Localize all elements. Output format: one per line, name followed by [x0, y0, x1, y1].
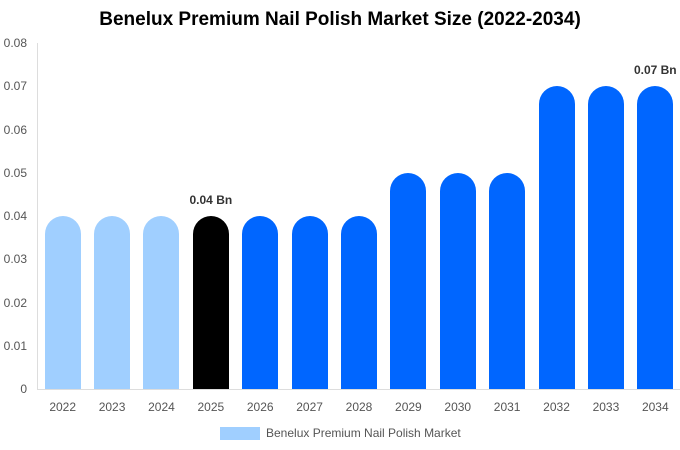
- x-tick-label: 2031: [493, 400, 521, 414]
- x-tick-label: 2027: [296, 400, 323, 414]
- bar-2031[interactable]: [489, 172, 526, 389]
- x-tick-label: 2022: [49, 400, 77, 414]
- x-tick-label: 2024: [148, 400, 175, 414]
- bar-2032[interactable]: [538, 86, 575, 389]
- legend-label: Benelux Premium Nail Polish Market: [266, 426, 461, 440]
- x-tick-label: 2033: [592, 400, 620, 414]
- y-tick-label: 0.06: [3, 122, 27, 137]
- x-tick-label: 2034: [641, 400, 669, 414]
- data-label-2034: 0.07 Bn: [633, 63, 677, 78]
- bar-2024[interactable]: [143, 216, 180, 389]
- x-tick-label: 2029: [395, 400, 422, 414]
- bar-2027[interactable]: [291, 216, 328, 389]
- y-tick-label: 0.03: [3, 252, 27, 267]
- legend-swatch: [220, 426, 260, 440]
- x-axis-line: [37, 389, 680, 390]
- bar-2022[interactable]: [44, 216, 81, 389]
- data-label-2025: 0.04 Bn: [189, 193, 233, 207]
- bar-2033[interactable]: [587, 86, 624, 389]
- y-tick-label: 0.07: [3, 79, 27, 94]
- y-tick-label: 0.01: [3, 338, 27, 353]
- bar-2034[interactable]: [637, 86, 674, 389]
- bar-2030[interactable]: [439, 172, 476, 389]
- bar-2029[interactable]: [390, 172, 427, 389]
- x-tick-label: 2026: [246, 400, 274, 414]
- y-tick-label: 0.02: [3, 295, 27, 310]
- bar-2023[interactable]: [94, 216, 131, 389]
- x-tick-label: 2028: [345, 400, 373, 414]
- bar-2028[interactable]: [341, 216, 377, 389]
- y-tick-label: 0.08: [3, 36, 27, 50]
- x-tick-label: 2032: [543, 400, 570, 414]
- chart-title: Benelux Premium Nail Polish Market Size …: [99, 9, 581, 30]
- y-tick-label: 0.04: [3, 209, 27, 223]
- bar-2025[interactable]: [192, 216, 229, 389]
- y-axis-line: [37, 43, 38, 389]
- x-tick-label: 2025: [197, 400, 225, 414]
- x-tick-label: 2030: [444, 400, 472, 414]
- bar-2026[interactable]: [242, 216, 279, 389]
- y-tick-label: 0.05: [3, 165, 27, 180]
- x-tick-label: 2023: [98, 400, 126, 414]
- y-tick-label: 0: [20, 382, 27, 396]
- legend[interactable]: Benelux Premium Nail Polish Market: [220, 426, 461, 440]
